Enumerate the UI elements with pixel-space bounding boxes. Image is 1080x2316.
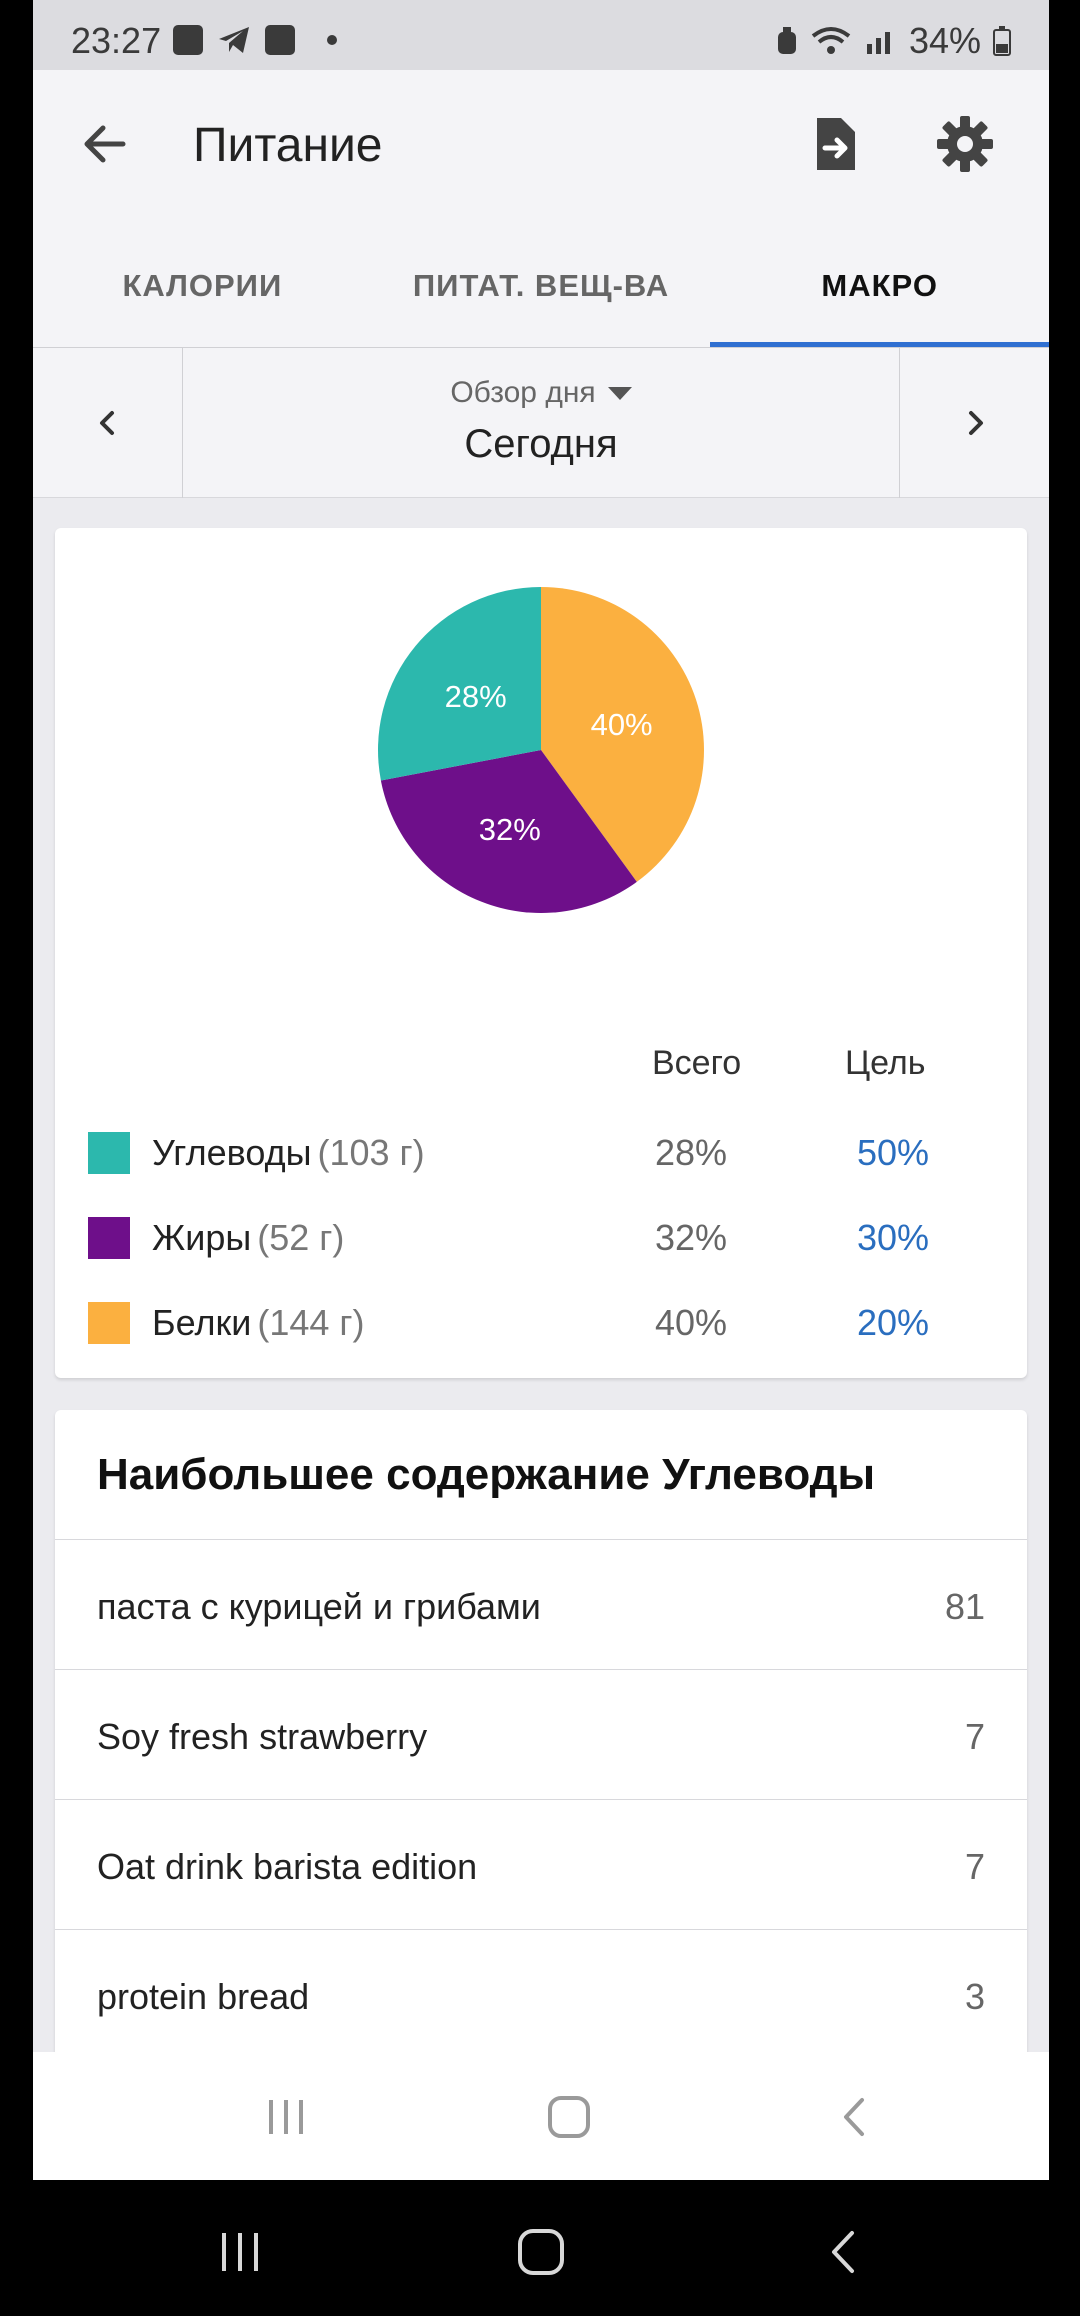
arrow-left-icon[interactable] [73, 112, 137, 176]
list-item[interactable]: Soy fresh strawberry 7 [55, 1670, 1027, 1800]
date-navigator: Обзор дня Сегодня [33, 348, 1049, 498]
status-bar: 23:27 34% [33, 0, 1049, 70]
battery-icon [993, 26, 1011, 56]
home-button[interactable] [534, 2082, 604, 2152]
chevron-right-icon [968, 411, 983, 435]
legend-goal: 50% [857, 1132, 930, 1173]
legend-row-fats[interactable]: Жиры (52 г) 32% 30% [55, 1209, 1027, 1269]
food-name: Oat drink barista edition [97, 1846, 478, 1887]
page-title: Питание [193, 119, 383, 172]
system-back-button[interactable] [805, 2212, 885, 2292]
checkbox-notification-icon [265, 25, 295, 55]
home-icon [518, 2229, 564, 2275]
list-item[interactable]: protein bread 3 [55, 1930, 1027, 2060]
period-label: Обзор дня [450, 376, 596, 409]
food-carbs-value: 7 [964, 1716, 985, 1757]
recent-apps-icon [222, 2233, 258, 2271]
nav-back-button[interactable] [820, 2082, 890, 2152]
signal-icon [866, 32, 890, 54]
phone-screen: 23:27 34% Питание [33, 0, 1049, 2180]
selected-day: Сегодня [464, 422, 618, 466]
file-export-icon[interactable] [803, 112, 867, 176]
top-carbs-heading: Наибольшее содержание Углеводы [55, 1410, 1027, 1540]
header-total: Всего [652, 1044, 742, 1082]
legend-total: 28% [655, 1132, 728, 1173]
legend-swatch [88, 1217, 130, 1259]
gallery-icon [173, 25, 203, 55]
nav-back-icon [844, 2098, 864, 2136]
food-name: Soy fresh strawberry [97, 1716, 428, 1757]
tab-calories[interactable]: КАЛОРИИ [122, 268, 283, 303]
legend-row-proteins[interactable]: Белки (144 г) 40% 20% [55, 1294, 1027, 1354]
legend-name: Углеводы (103 г) [152, 1132, 425, 1173]
previous-day-button[interactable] [33, 348, 183, 498]
recent-apps-button[interactable] [251, 2082, 321, 2152]
food-carbs-value: 7 [964, 1846, 985, 1887]
list-item[interactable]: Oat drink barista edition 7 [55, 1800, 1027, 1930]
chevron-left-icon [99, 411, 114, 435]
recent-apps-icon [269, 2100, 303, 2134]
alarm-icon [777, 27, 796, 54]
home-icon [548, 2096, 590, 2138]
list-item[interactable]: паста с курицей и грибами 81 [55, 1540, 1027, 1670]
legend-row-carbs[interactable]: Углеводы (103 г) 28% 50% [55, 1124, 1027, 1184]
legend-total: 32% [655, 1217, 728, 1258]
gear-icon[interactable] [933, 112, 997, 176]
legend-swatch [88, 1302, 130, 1344]
food-name: паста с курицей и грибами [97, 1586, 541, 1627]
pie-slice-1 [541, 587, 705, 882]
legend-swatch [88, 1132, 130, 1174]
status-time: 23:27 [71, 20, 162, 61]
macros-chart-card: 40% 32% 28% Всего Цель Углеводы (103 г) 28%… [55, 528, 1027, 1378]
wifi-icon [811, 27, 851, 54]
nav-back-icon [832, 2231, 854, 2273]
app-navigation-bar [33, 2052, 1049, 2180]
legend-name: Белки (144 г) [152, 1302, 365, 1343]
food-name: protein bread [97, 1976, 310, 2017]
next-day-button[interactable] [899, 348, 1049, 498]
system-recent-apps-button[interactable] [200, 2212, 280, 2292]
legend-name: Жиры (52 г) [152, 1217, 345, 1258]
battery-percent: 34% [908, 20, 981, 61]
food-carbs-value: 3 [964, 1976, 985, 2017]
system-navigation-bar [0, 2180, 1080, 2316]
more-notifications-icon [327, 35, 337, 45]
period-selector[interactable]: Обзор дня Сегодня [183, 348, 899, 498]
caret-down-icon [607, 386, 632, 400]
system-home-button[interactable] [501, 2212, 581, 2292]
tab-bar: КАЛОРИИ ПИТАТ. ВЕЩ-ВА МАКРО [33, 220, 1049, 348]
legend-total: 40% [655, 1302, 728, 1343]
pie-slice-label: 40% [591, 707, 653, 742]
pie-slice-label: 32% [479, 812, 541, 847]
notification-icons [173, 25, 337, 55]
period-dropdown[interactable]: Обзор дня [450, 376, 632, 410]
header-goal: Цель [845, 1044, 926, 1082]
tab-nutrients[interactable]: ПИТАТ. ВЕЩ-ВА [412, 268, 670, 303]
app-bar: Питание [33, 70, 1049, 220]
telegram-icon [219, 27, 249, 53]
food-carbs-value: 81 [944, 1586, 985, 1627]
legend-goal: 20% [857, 1302, 930, 1343]
pie-slice-3 [378, 587, 541, 781]
pie-slice-label: 28% [445, 679, 507, 714]
tab-macros[interactable]: МАКРО [710, 220, 1049, 347]
system-icons: 34% [775, 20, 1011, 62]
top-carbs-card: Наибольшее содержание Углеводы паста с к… [55, 1410, 1027, 2180]
legend-goal: 30% [857, 1217, 930, 1258]
pie-slice-2 [380, 750, 637, 913]
macros-pie-chart: 40% 32% 28% [378, 587, 705, 913]
